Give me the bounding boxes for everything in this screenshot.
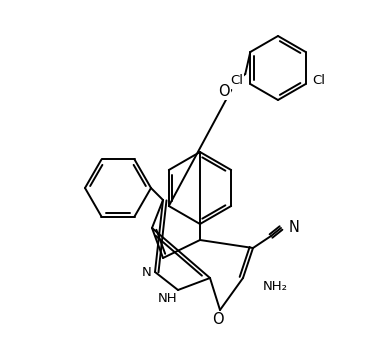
Text: N: N — [289, 220, 300, 235]
Text: O: O — [219, 85, 230, 99]
Text: N: N — [142, 266, 152, 279]
Text: O: O — [212, 312, 224, 328]
Text: Cl: Cl — [313, 75, 326, 87]
Text: NH₂: NH₂ — [263, 279, 288, 292]
Text: NH: NH — [158, 292, 178, 305]
Text: Cl: Cl — [230, 75, 243, 87]
